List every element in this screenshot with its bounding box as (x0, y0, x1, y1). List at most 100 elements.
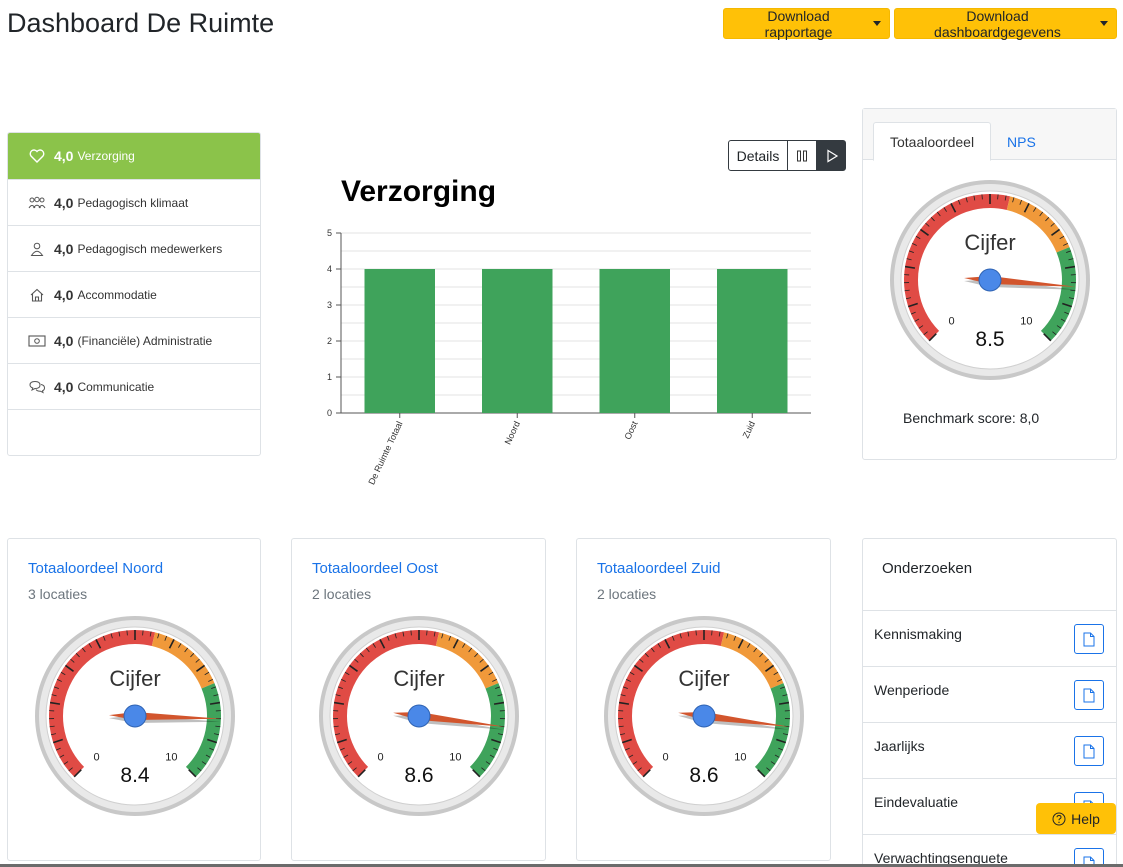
research-item: Verwachtingsenquete (863, 834, 1116, 867)
x-tick-label: De Ruimte Totaal (366, 420, 404, 487)
gauge-tick (1068, 297, 1075, 300)
gauge-band-orange (151, 632, 215, 689)
gauge-tick (348, 664, 358, 672)
tab-nps[interactable]: NPS (1007, 133, 1036, 150)
download-report-button[interactable]: Download rapportage (723, 7, 890, 40)
gauge-tick (910, 311, 916, 315)
sidebar-item-verzorging[interactable]: 4,0 Verzorging (8, 133, 260, 180)
gauge-tick (906, 258, 912, 261)
download-report-label: Download rapportage (764, 7, 833, 40)
chart-controls: Details (728, 140, 846, 171)
gauge-tick (402, 631, 405, 637)
gauge-tick (493, 747, 499, 751)
gauge-band-green (1040, 247, 1076, 341)
gauge-tick (650, 647, 655, 653)
gauge-tick (334, 733, 341, 736)
chart-title: Verzorging (341, 175, 497, 208)
gauge-tick (1033, 207, 1037, 212)
gauge-tick (766, 767, 771, 772)
pause-button[interactable] (788, 140, 817, 171)
gauge-tick (1045, 217, 1050, 222)
gauge-tick (195, 658, 200, 663)
gauge-tick (1070, 289, 1076, 292)
sidebar-item-pedagogisch-medewerkers[interactable]: 4,0 Pedagogisch medewerkers (8, 226, 260, 272)
gauge-tick (489, 754, 495, 758)
gauge-tick (774, 754, 780, 758)
location-count: 2 locaties (597, 586, 657, 602)
gauge-tick (365, 647, 370, 653)
benchmark-score: Benchmark score: 8,0 (903, 410, 1040, 426)
gauge-min-label: 0 (949, 315, 955, 327)
tab-totaaloordeel[interactable]: Totaaloordeel (873, 122, 992, 161)
gauge-tick (75, 653, 80, 658)
sidebar-item-communicatie[interactable]: 4,0 Communicatie (8, 364, 260, 410)
bar[interactable] (482, 269, 553, 413)
sidebar-item-administratie[interactable]: 4,0 (Financiële) Administratie (8, 318, 260, 364)
gauge-value: 8.4 (120, 764, 150, 787)
gauge-tick (764, 658, 769, 663)
x-tick-label: Zuid (741, 420, 757, 440)
gauge-label: Cijfer (964, 230, 1015, 255)
gauge-tick (60, 671, 66, 676)
location-count: 2 locaties (312, 586, 372, 602)
location-title-link[interactable]: Totaaloordeel Noord (28, 560, 164, 577)
gauge-tick (168, 639, 175, 649)
location-title-link[interactable]: Totaaloordeel Oost (312, 560, 438, 577)
gauge-tick (347, 761, 353, 765)
gauge-tick (68, 767, 73, 772)
document-button[interactable] (1074, 680, 1104, 710)
sidebar-item-accommodatie[interactable]: 4,0 Accommodatie (8, 272, 260, 318)
gauge-hub (123, 704, 147, 728)
gauge-tick (757, 769, 766, 778)
gauge-band-green (754, 683, 790, 777)
help-button[interactable]: Help (1036, 803, 1116, 834)
gauge-tick (1063, 243, 1068, 246)
bar[interactable] (717, 269, 788, 413)
location-title-link[interactable]: Totaaloordeel Zuid (597, 560, 721, 577)
sidebar-item-score: 4,0 (54, 332, 74, 349)
gauge-tick (687, 631, 690, 637)
gauge-tick (474, 653, 479, 658)
gauge-hub (407, 704, 431, 728)
gauge-tick (912, 243, 917, 246)
details-button[interactable]: Details (728, 140, 788, 171)
gauge-tick (118, 631, 121, 637)
gauge-tick (633, 664, 643, 672)
gauge-tick (1062, 302, 1073, 308)
y-tick-label: 0 (327, 408, 332, 418)
gauge-tick (914, 318, 920, 322)
y-tick-label: 2 (327, 336, 332, 346)
gauge-tick (632, 761, 638, 765)
download-data-button[interactable]: Download dashboardgegevens (894, 8, 1117, 40)
gauge-tick (765, 664, 775, 672)
gauge-tick (386, 635, 390, 641)
location-count: 3 locaties (28, 586, 88, 602)
bar[interactable] (364, 269, 436, 413)
research-item: Jaarlijks (863, 722, 1116, 778)
gauge-tick (773, 671, 779, 676)
gauge-min-label: 0 (663, 751, 669, 763)
group-icon (28, 196, 46, 210)
bar[interactable] (599, 269, 671, 413)
question-circle-icon (1052, 812, 1066, 825)
document-button[interactable] (1074, 624, 1104, 654)
gauge-tick (904, 289, 910, 292)
sidebar-item-label: Verzorging (77, 149, 135, 163)
gauge-tick (778, 701, 790, 705)
gauge-tick (628, 754, 634, 758)
gauge-tick (621, 738, 632, 744)
gauge-tick (492, 679, 497, 682)
gauge-tick (335, 694, 341, 697)
gauge-tick (208, 679, 213, 682)
play-button[interactable] (817, 140, 846, 171)
gauge-tick (53, 686, 59, 689)
location-card-noord: Totaaloordeel Noord 3 locaties 0 10 Cijfer… (7, 538, 261, 861)
sidebar-item-pedagogisch-klimaat[interactable]: 4,0 Pedagogisch klimaat (8, 180, 260, 226)
document-button[interactable] (1074, 736, 1104, 766)
gauge-max-label: 10 (449, 751, 461, 763)
gauge-band-green (185, 683, 222, 777)
gauge-hub (692, 704, 716, 728)
y-tick-label: 4 (327, 264, 332, 274)
gauge-tick (441, 633, 444, 639)
gauge-tick (204, 671, 210, 676)
